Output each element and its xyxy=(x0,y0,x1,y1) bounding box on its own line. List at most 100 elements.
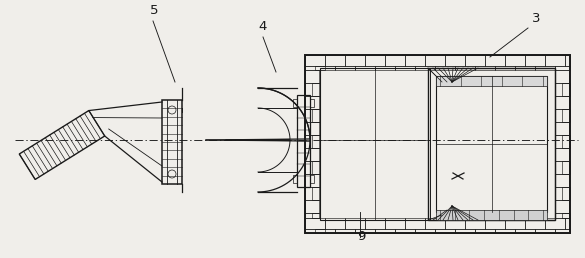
Bar xyxy=(305,83,319,96)
Bar xyxy=(435,66,455,70)
Bar xyxy=(305,66,325,70)
Bar xyxy=(555,229,570,233)
Bar xyxy=(305,200,319,213)
Bar xyxy=(365,55,385,66)
Bar xyxy=(325,218,345,229)
Bar xyxy=(555,122,569,135)
Bar xyxy=(310,175,314,183)
Text: 3: 3 xyxy=(532,12,541,25)
Bar xyxy=(395,229,415,233)
Bar xyxy=(375,229,395,233)
Bar xyxy=(465,55,485,66)
Bar xyxy=(436,76,547,212)
Bar xyxy=(305,229,325,233)
Bar xyxy=(385,55,405,66)
Bar xyxy=(355,229,375,233)
Bar xyxy=(385,218,405,229)
Bar xyxy=(525,218,545,229)
Bar xyxy=(562,83,570,96)
Bar xyxy=(305,187,319,200)
Bar xyxy=(545,218,565,229)
Bar xyxy=(555,96,569,109)
Bar xyxy=(293,175,297,183)
Bar xyxy=(562,213,570,218)
Bar xyxy=(312,187,320,200)
Bar xyxy=(505,55,525,66)
Bar xyxy=(535,66,555,70)
Bar xyxy=(375,66,395,70)
Bar xyxy=(310,99,314,107)
Bar xyxy=(312,135,320,148)
Bar xyxy=(555,70,569,83)
Bar xyxy=(305,135,319,148)
Bar xyxy=(435,229,455,233)
Bar xyxy=(445,218,465,229)
Bar xyxy=(293,99,297,107)
Bar xyxy=(562,187,570,200)
Bar xyxy=(465,218,485,229)
Text: 5: 5 xyxy=(150,4,159,17)
Bar xyxy=(415,66,435,70)
Bar xyxy=(555,109,569,122)
Bar xyxy=(545,55,565,66)
Bar xyxy=(415,229,435,233)
Bar xyxy=(305,161,319,174)
Bar xyxy=(162,100,182,184)
Bar xyxy=(495,229,515,233)
Bar xyxy=(565,218,570,229)
Bar xyxy=(495,66,515,70)
Bar xyxy=(315,229,335,233)
Text: 4: 4 xyxy=(258,20,266,33)
Bar xyxy=(505,218,525,229)
Bar xyxy=(312,213,320,218)
Bar xyxy=(365,218,385,229)
Bar xyxy=(562,161,570,174)
Bar xyxy=(555,187,569,200)
Bar xyxy=(455,229,475,233)
Bar xyxy=(555,161,569,174)
Bar xyxy=(436,76,547,86)
Bar xyxy=(305,96,319,109)
Bar xyxy=(405,55,425,66)
Bar xyxy=(305,122,319,135)
Bar xyxy=(305,55,325,66)
Bar xyxy=(562,109,570,122)
Bar xyxy=(425,55,445,66)
Bar xyxy=(325,55,345,66)
Bar xyxy=(345,55,365,66)
Bar xyxy=(535,229,555,233)
Bar xyxy=(320,68,555,220)
Bar xyxy=(305,148,319,161)
Bar xyxy=(335,66,355,70)
Bar xyxy=(562,135,570,148)
Bar xyxy=(335,229,355,233)
Bar xyxy=(305,213,319,218)
Bar xyxy=(305,70,319,83)
Bar xyxy=(555,213,569,218)
Bar xyxy=(297,95,310,187)
Bar xyxy=(395,66,415,70)
Text: 9: 9 xyxy=(357,230,366,243)
Bar xyxy=(445,55,465,66)
Bar xyxy=(515,66,535,70)
Bar xyxy=(312,109,320,122)
Bar xyxy=(345,218,365,229)
Bar xyxy=(428,68,555,220)
Bar xyxy=(555,200,569,213)
Bar xyxy=(305,218,325,229)
Bar xyxy=(455,66,475,70)
Bar xyxy=(555,174,569,187)
Bar xyxy=(555,83,569,96)
Bar xyxy=(475,66,495,70)
Bar xyxy=(405,218,425,229)
Bar xyxy=(555,148,569,161)
Bar xyxy=(305,109,319,122)
Bar xyxy=(355,66,375,70)
Bar xyxy=(485,55,505,66)
Bar xyxy=(565,55,570,66)
Bar xyxy=(555,135,569,148)
Bar xyxy=(425,218,445,229)
Bar xyxy=(515,229,535,233)
Bar xyxy=(305,174,319,187)
Bar xyxy=(305,55,570,233)
